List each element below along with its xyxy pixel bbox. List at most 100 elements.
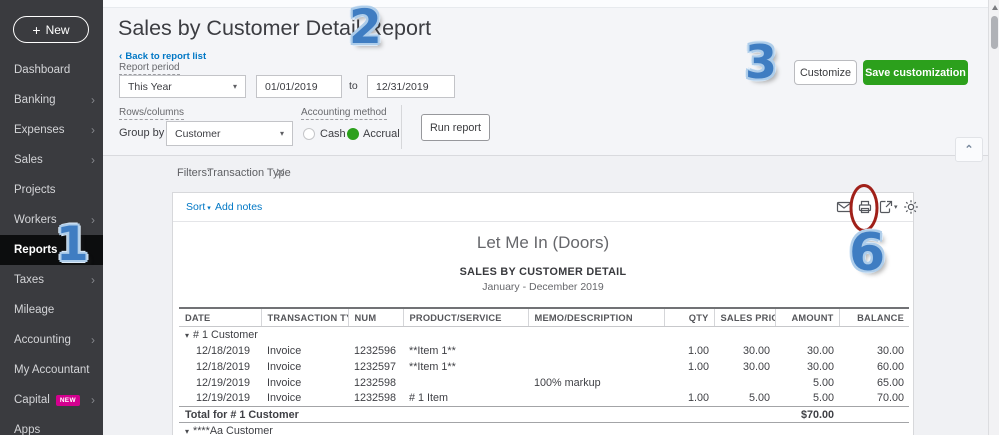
- sidebar-item-label: Expenses: [14, 124, 65, 136]
- cell-balance: 30.00: [876, 344, 904, 357]
- group-row: ▾ ****Aa Customer: [179, 423, 909, 435]
- export-caret-icon[interactable]: ▾: [894, 204, 898, 211]
- sidebar-item-label: Banking: [14, 94, 56, 106]
- chevron-right-icon: ›: [91, 273, 95, 287]
- chevron-right-icon: ›: [91, 213, 95, 227]
- group-by-select[interactable]: Customer ▾: [166, 121, 293, 146]
- sidebar-item-label: Accounting: [14, 334, 71, 346]
- column-header-date: DATE: [179, 307, 262, 327]
- total-row: Total for # 1 Customer $70.00: [179, 406, 909, 423]
- cell-num: 1232596: [354, 344, 397, 357]
- sidebar-item-label: Mileage: [14, 304, 55, 316]
- sidebar-item-mileage[interactable]: Mileage: [0, 295, 103, 325]
- cell-qty: 1.00: [687, 344, 709, 357]
- save-customization-button[interactable]: Save customization: [863, 60, 968, 85]
- sidebar-item-label: Capital: [14, 394, 50, 406]
- sidebar-item-my-accountant[interactable]: My Accountant: [0, 355, 103, 385]
- back-to-report-list-link[interactable]: ‹ Back to report list: [119, 51, 206, 62]
- cell-num: 1232598: [354, 392, 397, 405]
- sidebar-item-expenses[interactable]: Expenses ›: [0, 115, 103, 145]
- add-notes-link[interactable]: Add notes: [215, 201, 263, 213]
- cell-amount: 5.00: [812, 376, 834, 389]
- scroll-up-arrow-icon[interactable]: [991, 5, 998, 10]
- total-row-label: Total for # 1 Customer: [179, 406, 664, 423]
- column-header-memo-description: MEMO/DESCRIPTION: [528, 307, 665, 327]
- sidebar-item-apps[interactable]: Apps: [0, 415, 103, 435]
- cell-date: 12/18/2019: [196, 360, 251, 373]
- report-period-select[interactable]: This Year ▾: [119, 75, 246, 98]
- collapse-triangle-icon[interactable]: ▾: [185, 426, 190, 435]
- annotation-step-3: 3: [745, 35, 778, 89]
- export-icon[interactable]: [878, 199, 894, 215]
- report-period-value: This Year: [128, 80, 172, 93]
- sort-label: Sort: [186, 201, 206, 213]
- annotation-step-6: 6: [849, 223, 886, 283]
- sidebar-item-dashboard[interactable]: Dashboard: [0, 55, 103, 85]
- group-by-label: Group by: [119, 127, 165, 139]
- page-title: Sales by Customer Detail Report: [118, 16, 432, 40]
- report-toolbar: Sort ▾ Add notes ▾: [173, 193, 918, 222]
- column-header-num: NUM: [348, 307, 404, 327]
- sidebar-item-reports[interactable]: Reports: [0, 235, 103, 265]
- email-icon[interactable]: [836, 199, 852, 215]
- cell-date: 12/19/2019: [196, 376, 251, 389]
- sidebar-item-accounting[interactable]: Accounting ›: [0, 325, 103, 355]
- cell-balance: 60.00: [876, 360, 904, 373]
- cell-type: Invoice: [267, 392, 302, 405]
- group-label: # 1 Customer: [193, 328, 258, 341]
- cell-date: 12/18/2019: [196, 344, 251, 357]
- group-row: ▾ # 1 Customer: [179, 327, 909, 343]
- chevron-right-icon: ›: [91, 333, 95, 347]
- cell-memo: [528, 343, 664, 359]
- filter-remove-icon[interactable]: ✕: [275, 165, 286, 180]
- date-from-input[interactable]: [256, 75, 342, 98]
- date-to-input[interactable]: [367, 75, 455, 98]
- column-header-transaction-type: TRANSACTION TYPE: [261, 307, 349, 327]
- cell-memo: 100% markup: [534, 376, 601, 389]
- sidebar-item-label: Workers: [14, 214, 57, 226]
- cell-balance: 65.00: [876, 376, 904, 389]
- back-link-label: Back to report list: [125, 51, 207, 62]
- sidebar-item-label: Projects: [14, 184, 56, 196]
- filters-label: Filters:: [177, 167, 210, 179]
- sidebar-item-sales[interactable]: Sales ›: [0, 145, 103, 175]
- back-chevron-icon: ‹: [119, 51, 123, 62]
- report-company-name: Let Me In (Doors): [476, 233, 610, 252]
- print-icon[interactable]: [857, 199, 873, 215]
- cell-memo: [528, 359, 664, 375]
- report-table: DATE TRANSACTION TYPE NUM PRODUCT/SERVIC…: [179, 307, 909, 435]
- report-card: Sort ▾ Add notes ▾ Let Me In (Doors) SALE…: [172, 192, 918, 435]
- table-header-row: DATE TRANSACTION TYPE NUM PRODUCT/SERVIC…: [179, 307, 909, 327]
- sidebar-item-workers[interactable]: Workers ›: [0, 205, 103, 235]
- cell-amount: 30.00: [806, 344, 834, 357]
- sort-dropdown[interactable]: Sort ▾: [186, 201, 211, 213]
- report-period-label: Report period: [119, 62, 180, 75]
- sidebar-item-capital[interactable]: Capital NEW ›: [0, 385, 103, 415]
- caret-down-icon: ▾: [207, 205, 211, 212]
- customize-button[interactable]: Customize: [794, 60, 857, 85]
- cell-type: Invoice: [267, 360, 302, 373]
- chevron-up-icon: ⌃: [964, 144, 974, 156]
- accounting-method-label: Accounting method: [301, 107, 387, 120]
- date-range-to-label: to: [349, 80, 358, 92]
- collapse-triangle-icon[interactable]: ▾: [185, 330, 190, 340]
- accrual-radio[interactable]: [347, 128, 359, 140]
- cell-product: **Item 1**: [409, 344, 456, 357]
- vertical-scrollbar[interactable]: [988, 0, 999, 435]
- scrollbar-thumb[interactable]: [990, 16, 998, 49]
- new-button[interactable]: + New: [13, 16, 89, 43]
- sidebar-item-label: Dashboard: [14, 64, 71, 76]
- cell-product: # 1 Item: [409, 392, 449, 405]
- rows-columns-label: Rows/columns: [119, 107, 185, 120]
- sidebar-item-taxes[interactable]: Taxes ›: [0, 265, 103, 295]
- top-strip: [103, 0, 999, 8]
- report-date-range: January - December 2019: [482, 281, 604, 293]
- collapse-header-button[interactable]: ⌃: [955, 137, 983, 162]
- gear-icon[interactable]: [903, 199, 919, 215]
- cash-radio[interactable]: [303, 128, 315, 140]
- sidebar-item-projects[interactable]: Projects: [0, 175, 103, 205]
- sidebar-item-banking[interactable]: Banking ›: [0, 85, 103, 115]
- cell-balance: 70.00: [876, 392, 904, 405]
- cell-type: Invoice: [267, 344, 302, 357]
- run-report-button[interactable]: Run report: [421, 114, 490, 141]
